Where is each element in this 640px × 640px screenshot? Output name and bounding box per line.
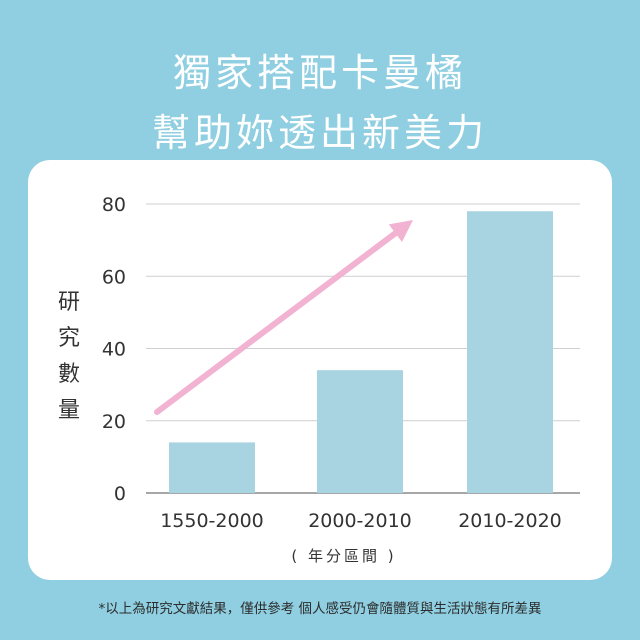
y-tick-label: 20 [102,411,126,433]
trend-arrow-line [154,230,399,415]
y-axis-label: 研究數量 [58,290,80,423]
x-tick-label: 1550-2000 [160,510,264,532]
y-tick-label: 40 [102,339,126,361]
y-tick-label: 80 [102,194,126,216]
x-axis-label: ( 年分區間 ) [291,547,396,565]
y-tick-label: 60 [102,266,126,288]
bar [169,442,255,493]
y-tick-label: 0 [114,483,126,505]
footnote: *以上為研究文獻結果，僅供參考 個人感受仍會隨體質與生活狀態有所差異 [98,601,542,617]
headline-line-2: 幫助妳透出新美力 [151,111,488,155]
bar-chart: 0 20 40 60 80 1550-2000 2000-2010 2010-2020 ( 年分… [58,194,580,565]
bar [317,370,403,493]
x-tick-label: 2000-2010 [308,510,412,532]
bar [467,211,553,493]
trend-arrow-head [388,220,413,242]
x-tick-label: 2010-2020 [458,510,562,532]
chart-card: 0 20 40 60 80 1550-2000 2000-2010 2010-2020 ( 年分… [28,160,612,580]
headline-line-1: 獨家搭配卡曼橘 [172,51,467,95]
